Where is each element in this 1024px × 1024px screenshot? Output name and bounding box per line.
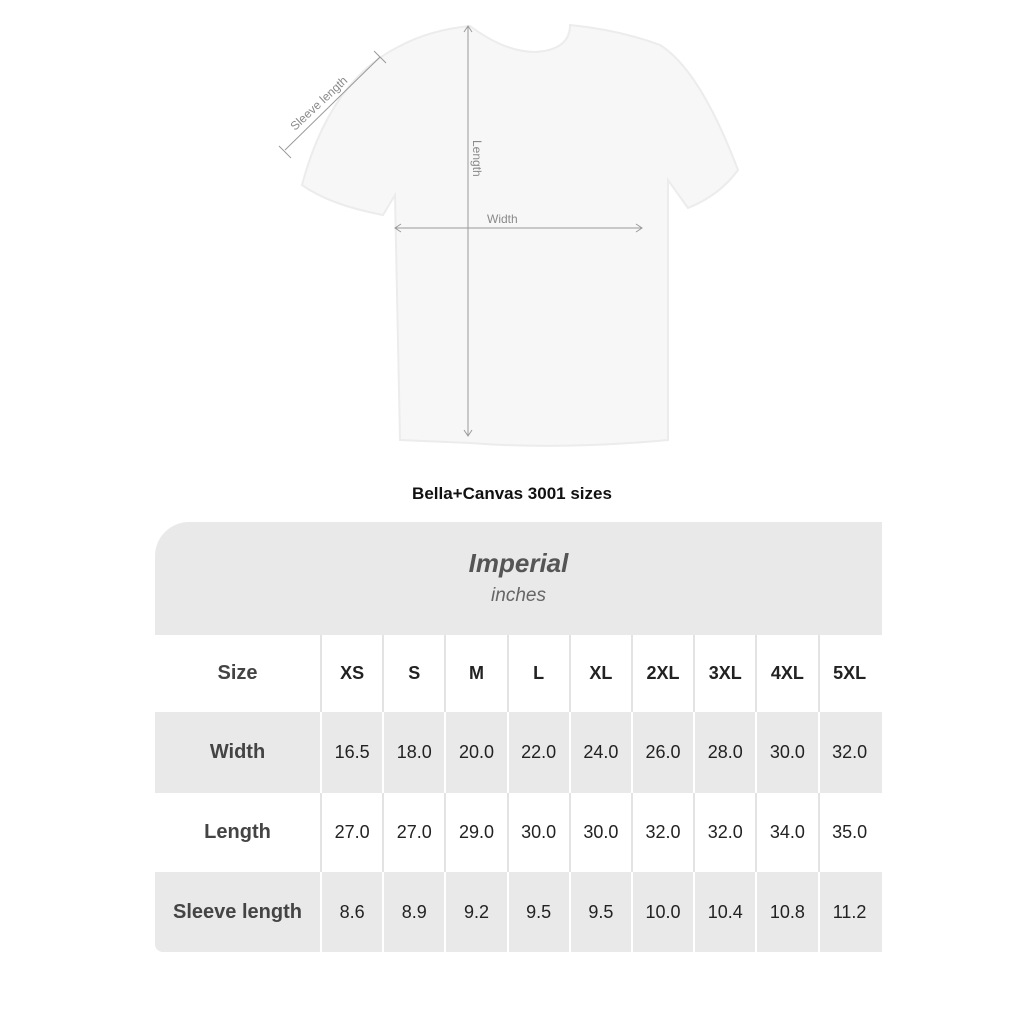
table-cell: 9.5 xyxy=(506,872,569,952)
size-header-row: Size XS S M L XL 2XL 3XL 4XL 5XL xyxy=(155,635,882,712)
table-row: Width 16.5 18.0 20.0 22.0 24.0 26.0 28.0 30.0 32.… xyxy=(155,712,882,793)
length-label: Length xyxy=(470,140,484,177)
size-header-cell: 4XL xyxy=(755,635,817,712)
size-header-cell: 5XL xyxy=(817,635,880,712)
table-cell: 32.0 xyxy=(693,793,755,872)
table-cell: 34.0 xyxy=(755,793,817,872)
system-heading: Imperial xyxy=(468,548,569,578)
size-header-cell: 2XL xyxy=(630,635,693,712)
table-cell: 28.0 xyxy=(693,712,755,793)
row-label: Sleeve length xyxy=(173,900,302,923)
row-label: Width xyxy=(209,741,266,763)
table-cell: 10.4 xyxy=(693,872,755,952)
table-row: Length 27.0 27.0 29.0 30.0 30.0 32.0 32.0 34.0 35… xyxy=(155,793,882,872)
table-cell: 16.5 xyxy=(320,712,382,793)
size-table: Imperial inches Size XS S M L XL 2XL 3XL 4XL 5XL W… xyxy=(155,522,882,952)
chart-title: Bella+Canvas 3001 sizes xyxy=(412,484,612,503)
table-cell: 22.0 xyxy=(506,712,569,793)
width-label: Width xyxy=(487,212,518,226)
table-cell: 8.6 xyxy=(320,872,382,952)
row-label: Size xyxy=(155,635,320,712)
table-cell: 30.0 xyxy=(755,712,817,793)
tshirt-diagram: Sleeve length Length Width xyxy=(278,23,740,447)
unit-label: inches xyxy=(491,585,546,606)
table-cell: 9.2 xyxy=(444,872,506,952)
table-cell: 30.0 xyxy=(568,793,631,872)
sleeve-arrow xyxy=(284,56,381,151)
size-header-cell: L xyxy=(506,635,569,712)
table-cell: 27.0 xyxy=(320,793,382,872)
table-cell: 18.0 xyxy=(382,712,444,793)
size-header-cell: XS xyxy=(320,635,382,712)
table-cell: 35.0 xyxy=(817,793,880,872)
size-header-cell: S xyxy=(382,635,444,712)
size-header-cell: M xyxy=(444,635,506,712)
table-heading: Imperial inches xyxy=(155,522,882,635)
tshirt-image xyxy=(300,23,740,447)
table-cell: 11.2 xyxy=(817,872,880,952)
table-cell: 9.5 xyxy=(568,872,631,952)
size-header-cell: 3XL xyxy=(693,635,755,712)
table-cell: 20.0 xyxy=(444,712,506,793)
table-cell: 32.0 xyxy=(817,712,880,793)
table-cell: 32.0 xyxy=(630,793,693,872)
table-cell: 8.9 xyxy=(382,872,444,952)
table-cell: 27.0 xyxy=(382,793,444,872)
table-cell: 10.0 xyxy=(630,872,693,952)
table-cell: 30.0 xyxy=(506,793,569,872)
table-cell: 26.0 xyxy=(630,712,693,793)
table-cell: 24.0 xyxy=(568,712,631,793)
row-label: Length xyxy=(155,793,320,872)
table-cell: 10.8 xyxy=(755,872,817,952)
size-header-cell: XL xyxy=(568,635,631,712)
table-cell: 29.0 xyxy=(444,793,506,872)
table-row: Sleeve length 8.6 8.9 9.2 9.5 9.5 10.0 10.4 10.8… xyxy=(155,872,882,952)
